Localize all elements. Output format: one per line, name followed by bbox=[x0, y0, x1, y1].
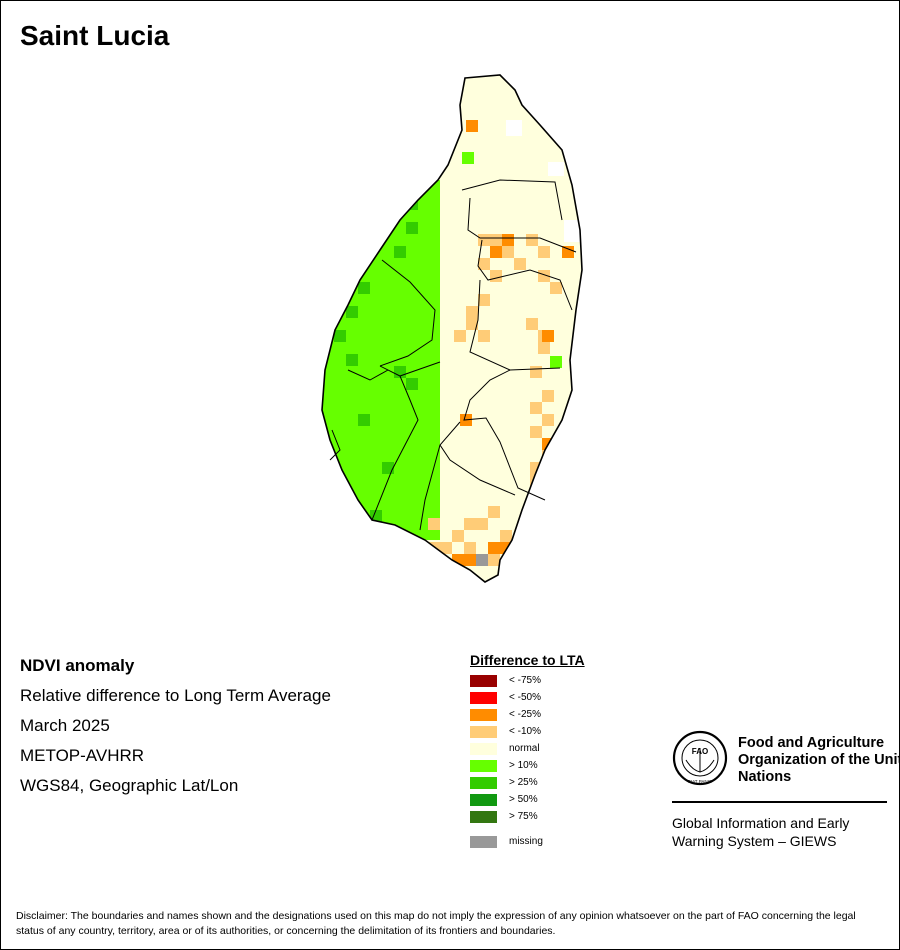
legend-item: > 10% bbox=[470, 758, 585, 775]
legend-label: < -25% bbox=[509, 709, 541, 720]
giews-name: Global Information and Early Warning Sys… bbox=[672, 815, 850, 849]
legend-label: > 10% bbox=[509, 760, 538, 771]
legend-item: normal bbox=[470, 741, 585, 758]
sensor-name: METOP-AVHRR bbox=[20, 746, 145, 765]
legend-title: Difference to LTA bbox=[470, 652, 585, 668]
legend-swatch bbox=[470, 726, 497, 738]
legend-swatch bbox=[470, 811, 497, 823]
legend-swatch bbox=[470, 709, 497, 721]
legend-swatch bbox=[470, 692, 497, 704]
fao-logo-icon: FAO FIAT PANIS bbox=[672, 730, 728, 786]
divider bbox=[672, 801, 887, 803]
time-period: March 2025 bbox=[20, 716, 110, 735]
legend-item-missing: missing bbox=[470, 834, 585, 851]
legend-item: > 50% bbox=[470, 792, 585, 809]
legend-item: > 25% bbox=[470, 775, 585, 792]
legend-swatch bbox=[470, 794, 497, 806]
legend-label: > 75% bbox=[509, 811, 538, 822]
legend-swatch bbox=[470, 743, 497, 755]
legend-item: < -75% bbox=[470, 673, 585, 690]
legend-swatch bbox=[470, 777, 497, 789]
legend-item: > 75% bbox=[470, 809, 585, 826]
map-info: NDVI anomaly Relative difference to Long… bbox=[20, 656, 331, 806]
legend-label: missing bbox=[509, 836, 543, 847]
disclaimer: Disclaimer: The boundaries and names sho… bbox=[16, 910, 856, 937]
legend-item: < -50% bbox=[470, 690, 585, 707]
legend-swatch bbox=[470, 675, 497, 687]
legend-label: > 50% bbox=[509, 794, 538, 805]
product-description: Relative difference to Long Term Average bbox=[20, 686, 331, 705]
legend-items: < -75% < -50% < -25% < -10% normal > 10% > 25%… bbox=[470, 673, 585, 826]
ndvi-anomaly-map bbox=[321, 74, 583, 583]
map-title: Saint Lucia bbox=[20, 20, 170, 51]
legend-swatch bbox=[470, 836, 497, 848]
legend-swatch bbox=[470, 760, 497, 772]
legend-item: < -10% bbox=[470, 724, 585, 741]
legend-label: < -10% bbox=[509, 726, 541, 737]
legend-label: > 25% bbox=[509, 777, 538, 788]
legend-label: < -50% bbox=[509, 692, 541, 703]
organization-name: Food and Agriculture Organization of the… bbox=[738, 735, 900, 785]
legend: Difference to LTA < -75% < -50% < -25% < -1… bbox=[470, 652, 585, 851]
legend-label: normal bbox=[509, 743, 540, 754]
legend-label: < -75% bbox=[509, 675, 541, 686]
projection: WGS84, Geographic Lat/Lon bbox=[20, 776, 239, 795]
legend-item: < -25% bbox=[470, 707, 585, 724]
fao-logo-motto: FIAT PANIS bbox=[688, 779, 712, 784]
fao-logo-text: FAO bbox=[692, 747, 708, 756]
product-name: NDVI anomaly bbox=[20, 656, 135, 675]
